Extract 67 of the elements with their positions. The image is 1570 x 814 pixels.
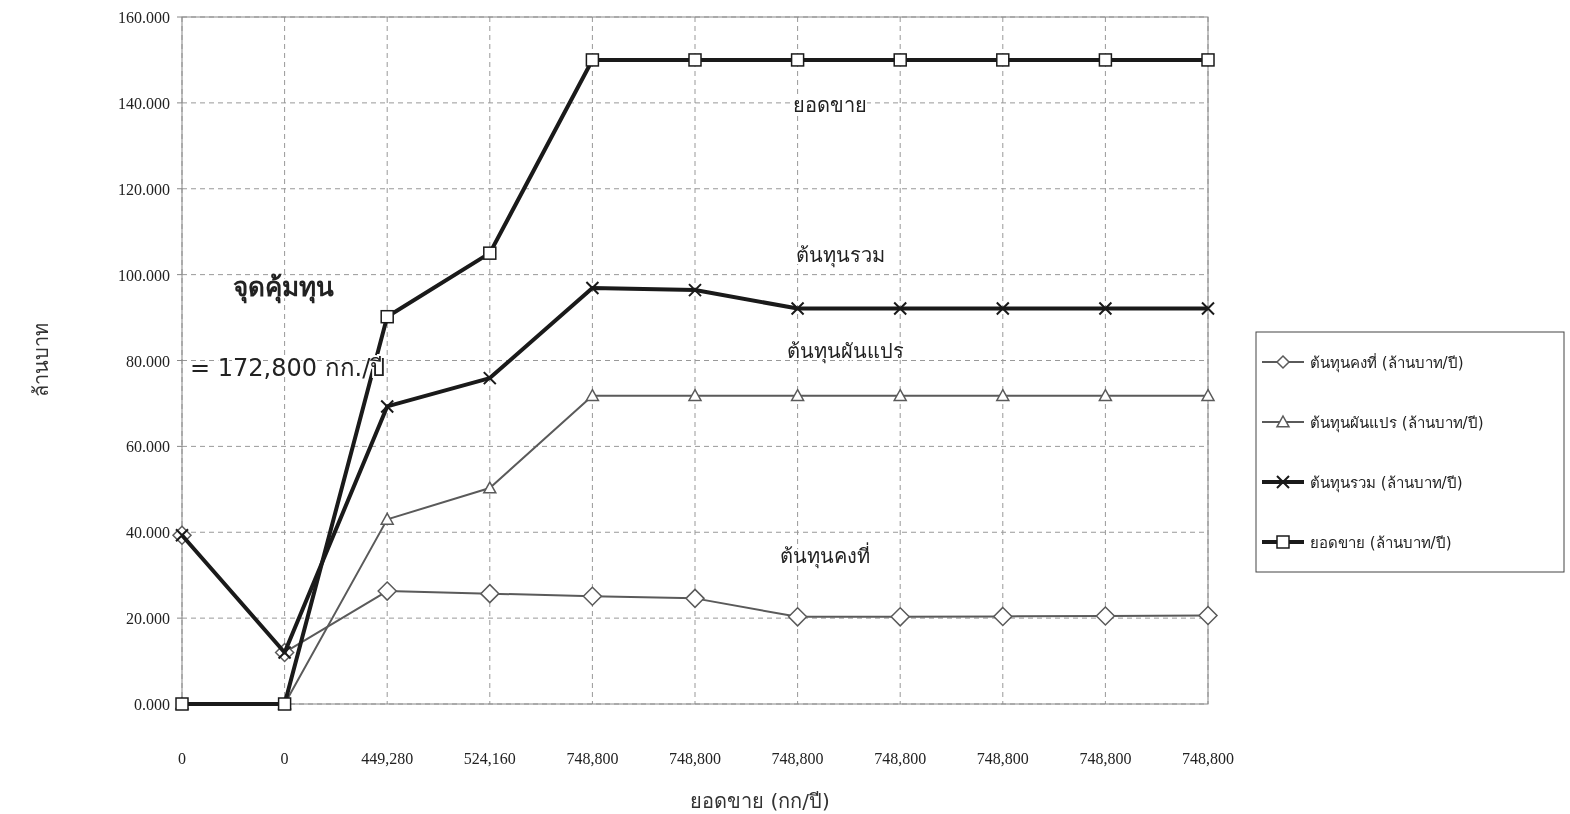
x-tick-label: 0 bbox=[178, 750, 186, 767]
point bbox=[993, 606, 1013, 627]
point bbox=[582, 586, 603, 606]
point bbox=[585, 280, 600, 295]
point bbox=[1201, 388, 1215, 402]
point bbox=[790, 301, 805, 316]
x-axis-title: ยอดขาย (กก/ปี) bbox=[690, 789, 830, 813]
legend-label: ต้นทุนผันแปร (ล้านบาท/ปี) bbox=[1310, 414, 1484, 433]
x-tick-label: 748,800 bbox=[1079, 750, 1132, 767]
point bbox=[380, 399, 395, 414]
legend-label: ต้นทุนรวม (ล้านบาท/ปี) bbox=[1310, 474, 1463, 493]
point bbox=[890, 607, 910, 627]
legend-label: ยอดขาย (ล้านบาท/ปี) bbox=[1310, 534, 1452, 552]
point bbox=[996, 53, 1010, 67]
point bbox=[380, 512, 394, 525]
y-tick-label: 20.000 bbox=[126, 610, 170, 628]
point bbox=[688, 53, 702, 67]
x-tick-label: 748,800 bbox=[1182, 750, 1234, 767]
annotation: ต้นทุนคงที่ bbox=[780, 542, 870, 569]
point bbox=[688, 388, 702, 402]
y-tick-label: 80.000 bbox=[126, 352, 170, 370]
x-tick-label: 449,280 bbox=[361, 750, 414, 767]
point bbox=[482, 371, 497, 386]
x-tick-label: 748,800 bbox=[874, 750, 927, 767]
x-tick-label: 748,800 bbox=[669, 750, 721, 767]
point bbox=[1095, 606, 1116, 626]
annotation: ต้นทุนผันแปร bbox=[786, 339, 904, 364]
point bbox=[1201, 53, 1215, 67]
annotation: ต้นทุนรวม bbox=[795, 243, 885, 268]
point bbox=[893, 301, 908, 316]
point bbox=[585, 53, 600, 67]
point bbox=[995, 301, 1010, 316]
point bbox=[483, 481, 497, 494]
point bbox=[893, 388, 907, 402]
point bbox=[893, 53, 907, 67]
point bbox=[996, 388, 1010, 402]
annotation: ยอดขาย bbox=[793, 93, 867, 117]
x-tick-label: 0 bbox=[280, 750, 289, 767]
y-tick-label: 120.000 bbox=[118, 180, 170, 198]
point bbox=[1098, 388, 1113, 402]
y-tick-label: 0.000 bbox=[134, 696, 170, 713]
point bbox=[787, 607, 808, 627]
point bbox=[688, 283, 702, 298]
point bbox=[1201, 301, 1215, 316]
annotation: จุดคุ้มทุน bbox=[232, 272, 334, 304]
point bbox=[1098, 301, 1113, 316]
point bbox=[380, 309, 394, 324]
point bbox=[790, 53, 805, 67]
y-tick-label: 100.000 bbox=[118, 266, 170, 284]
point bbox=[585, 388, 600, 402]
point bbox=[1098, 53, 1113, 67]
y-tick-label: 40.000 bbox=[126, 524, 170, 542]
point bbox=[1198, 605, 1218, 626]
legend-label: ต้นทุนคงที่ (ล้านบาท/ปี) bbox=[1310, 352, 1464, 373]
point bbox=[480, 583, 500, 604]
point bbox=[685, 588, 705, 609]
point bbox=[483, 246, 497, 260]
y-tick-label: 60.000 bbox=[126, 438, 170, 456]
x-tick-label: 748,800 bbox=[976, 750, 1029, 767]
y-axis-title: ล้านบาท bbox=[29, 323, 53, 397]
point bbox=[790, 388, 805, 402]
y-tick-label: 140.000 bbox=[118, 94, 170, 112]
x-tick-label: 524,160 bbox=[463, 750, 516, 767]
x-tick-label: 748,800 bbox=[566, 750, 619, 767]
x-tick-label: 748,800 bbox=[771, 750, 824, 767]
y-tick-label: 160.000 bbox=[118, 9, 170, 26]
point bbox=[377, 581, 397, 601]
